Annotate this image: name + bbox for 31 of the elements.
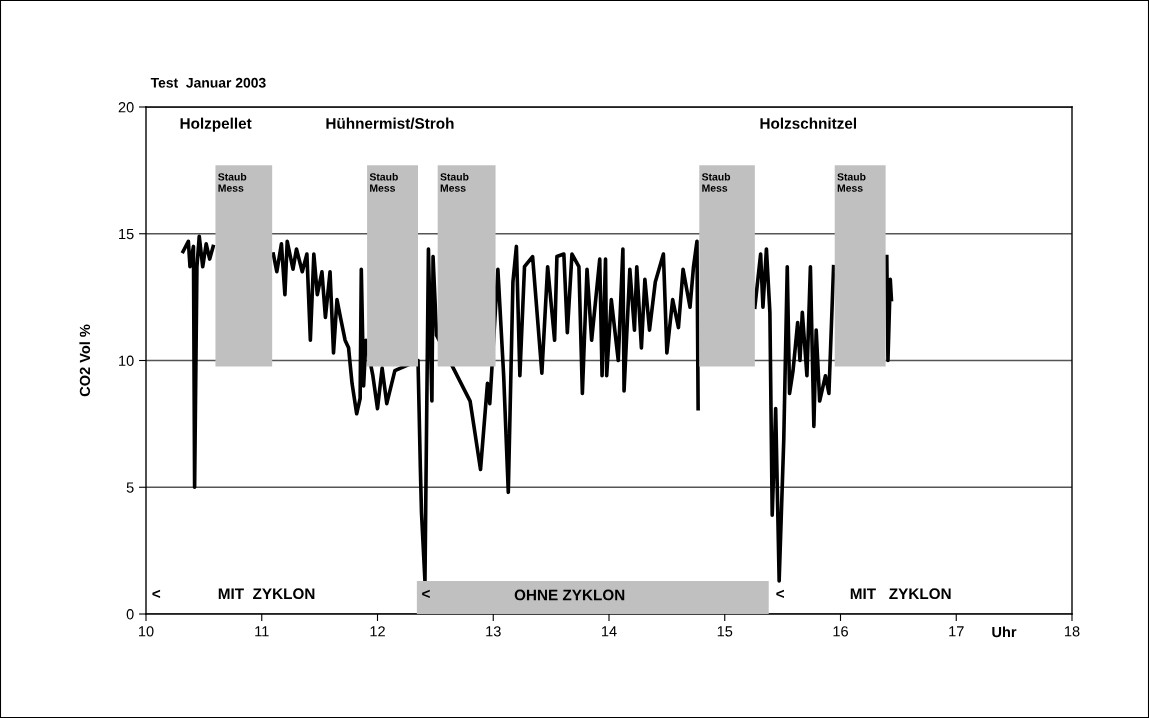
x-tick-label: 11 [255, 626, 269, 637]
annotation: Hühnermist/Stroh [326, 117, 454, 129]
x-tick-label: 10 [139, 626, 154, 637]
annotation: < [776, 589, 784, 598]
chart-title: Test Januar 2003 [150, 77, 266, 88]
x-tick-label: 13 [486, 626, 501, 637]
band-label: Staub Mess [837, 172, 866, 192]
x-tick-label: 14 [602, 626, 617, 637]
x-tick-label: 16 [833, 626, 848, 637]
annotation: Holzpellet [180, 117, 252, 132]
annotation: Holzschnitzel [760, 117, 857, 129]
y-tick-label: 5 [126, 482, 134, 493]
x-tick-label: 15 [717, 626, 733, 637]
annotation: MIT ZYKLON [850, 588, 951, 600]
band-label: Staub Mess [440, 172, 469, 192]
y-tick-label: 0 [126, 609, 134, 620]
annotation: < [422, 589, 430, 598]
y-tick-label: 20 [118, 102, 134, 113]
band-label: Staub Mess [369, 172, 398, 192]
x-tick-label: 17 [949, 626, 964, 637]
y-tick-label: 10 [119, 355, 134, 366]
band-label: OHNE ZYKLON [514, 589, 625, 601]
annotation: < [152, 589, 161, 598]
y-tick-label: 15 [119, 229, 134, 240]
x-tick-label: 18 [1065, 626, 1080, 637]
annotation: MIT ZYKLON [218, 588, 315, 600]
x-axis-title: Uhr [992, 626, 1017, 638]
y-axis-title: CO2 Vol % [79, 324, 91, 397]
band-label: Staub Mess [218, 172, 247, 192]
band-label: Staub Mess [701, 172, 731, 192]
x-tick-label: 12 [370, 626, 385, 637]
